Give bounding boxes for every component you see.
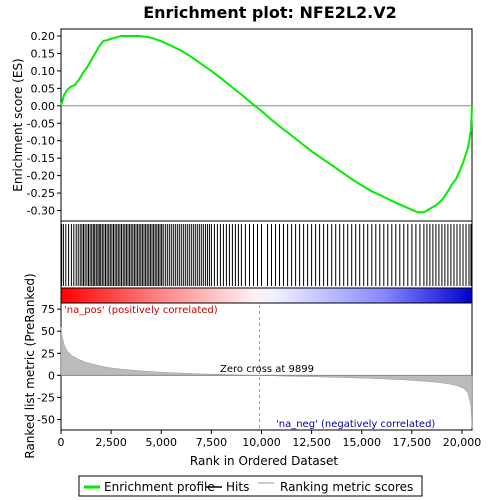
es-y-tick-label: -0.30 (27, 205, 55, 218)
es-y-tick-label: -0.10 (27, 135, 55, 148)
es-y-tick-label: -0.25 (27, 187, 55, 200)
rank-y-tick-label: -25 (37, 391, 55, 404)
x-tick-label: 10,000 (242, 436, 281, 449)
x-axis-label: Rank in Ordered Dataset (190, 454, 338, 468)
x-tick-label: 5,000 (145, 436, 177, 449)
neg-annotation: 'na_neg' (negatively correlated) (276, 419, 435, 430)
legend-label-enrichment: Enrichment profile (104, 480, 215, 494)
rank-y-axis-label: Ranked list metric (PreRanked) (23, 273, 37, 458)
pos-annotation: 'na_pos' (positively correlated) (64, 305, 218, 316)
rank-y-tick-label: -50 (37, 413, 55, 426)
es-y-tick-label: 0.10 (31, 65, 56, 78)
zero-cross-annotation: Zero cross at 9899 (220, 364, 314, 375)
es-y-tick-label: 0.15 (31, 47, 56, 60)
rank-heat-bar (61, 288, 472, 303)
es-panel: 0.20 0.15 0.10 0.05 0.00 -0.05 -0.10 -0.15 -0.20… (11, 29, 472, 221)
legend-label-ranking: Ranking metric scores (280, 480, 413, 494)
es-y-tick-label: -0.20 (27, 170, 55, 183)
rank-y-tick-label: 25 (41, 347, 55, 360)
x-tick-label: 20,000 (443, 436, 482, 449)
hits-panel (61, 221, 472, 288)
es-panel-frame (61, 29, 472, 221)
x-tick-label: 0 (58, 436, 65, 449)
rank-y-tick-label: 0 (48, 369, 55, 382)
es-y-axis-label: Enrichment score (ES) (11, 58, 25, 191)
x-tick-label: 17,500 (393, 436, 432, 449)
legend-label-hits: Hits (226, 480, 249, 494)
rank-y-tick-label: 50 (41, 325, 55, 338)
chart-title: Enrichment plot: NFE2L2.V2 (143, 3, 397, 22)
es-y-tick-label: -0.15 (27, 152, 55, 165)
es-y-tick-label: 0.00 (31, 100, 56, 113)
es-y-tick-label: 0.05 (31, 82, 56, 95)
rank-y-tick-label: 75 (41, 303, 55, 316)
x-tick-label: 7,500 (196, 436, 228, 449)
es-y-tick-label: 0.20 (31, 30, 56, 43)
hits-panel-frame (61, 221, 472, 288)
x-tick-label: 12,500 (292, 436, 331, 449)
es-y-tick-label: -0.05 (27, 117, 55, 130)
x-tick-label: 2,500 (95, 436, 127, 449)
x-tick-label: 15,000 (342, 436, 381, 449)
legend: Enrichment profile Hits Ranking metric s… (79, 476, 422, 496)
